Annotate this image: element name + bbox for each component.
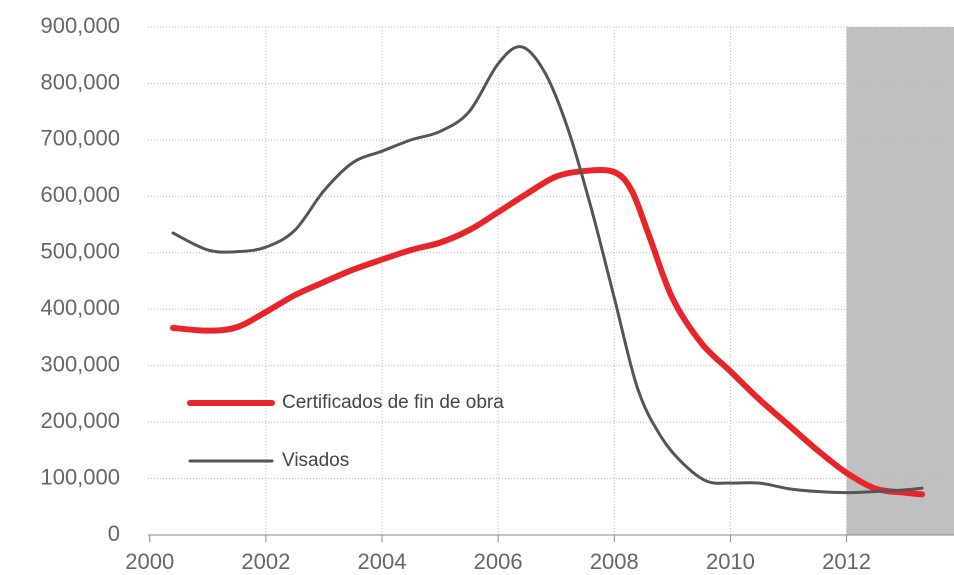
y-tick-label: 300,000 <box>40 351 120 376</box>
x-tick-label: 2000 <box>125 549 174 574</box>
y-tick-label: 900,000 <box>40 13 120 38</box>
y-tick-label: 600,000 <box>40 182 120 207</box>
legend-label: Certificados de fin de obra <box>282 392 504 413</box>
x-tick-label: 2004 <box>358 549 407 574</box>
x-tick-label: 2002 <box>241 549 290 574</box>
y-tick-label: 200,000 <box>40 408 120 433</box>
y-tick-label: 100,000 <box>40 464 120 489</box>
y-tick-label: 700,000 <box>40 126 120 151</box>
y-tick-label: 0 <box>108 521 120 546</box>
series-line <box>171 45 924 495</box>
x-tick-label: 2008 <box>590 549 639 574</box>
x-tick-label: 2010 <box>706 549 755 574</box>
y-tick-label: 800,000 <box>40 69 120 94</box>
x-tick-label: 2006 <box>474 549 523 574</box>
legend-label: Visados <box>282 450 349 471</box>
series-line <box>169 166 926 498</box>
x-tick-label: 2012 <box>822 549 871 574</box>
highlight-region <box>846 27 954 535</box>
y-tick-label: 500,000 <box>40 239 120 264</box>
y-tick-label: 400,000 <box>40 295 120 320</box>
